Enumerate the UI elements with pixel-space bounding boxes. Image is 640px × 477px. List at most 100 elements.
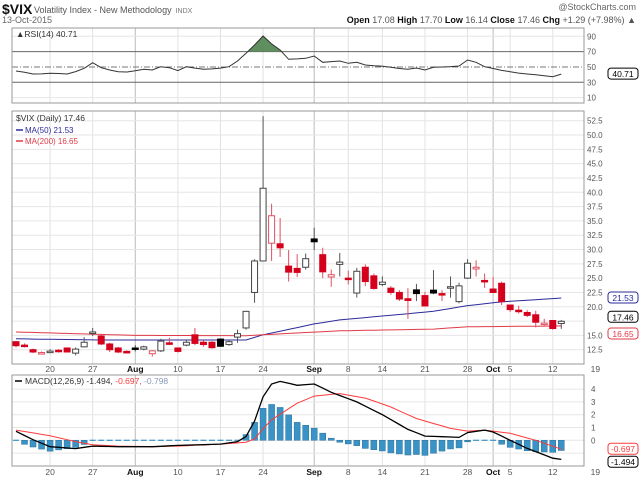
candle [549, 319, 557, 330]
candle [234, 329, 242, 343]
candle [97, 334, 105, 346]
candle [515, 305, 523, 314]
candle-body [395, 291, 403, 300]
candle-body [285, 265, 293, 273]
price-y-tick-label: 12.5 [587, 346, 603, 355]
candle-body [344, 277, 352, 281]
candle [225, 339, 233, 346]
candle-body [412, 289, 420, 295]
candle [455, 282, 463, 304]
candle [251, 259, 259, 303]
x-tick-label-middle: 5 [508, 364, 513, 374]
candle-body [387, 287, 395, 293]
macd-histogram-bar [532, 440, 539, 452]
candle-body [72, 348, 80, 354]
symbol: $VIX [2, 1, 33, 17]
x-tick-label-bottom: 5 [508, 467, 513, 477]
x-tick-label-bottom: 20 [45, 467, 55, 477]
price-y-tick-label: 52.5 [587, 117, 603, 126]
macd-histogram-bar [293, 422, 301, 441]
macd-legend: MACD(12,26,9) -1.494, -0.697, -0.798 [25, 376, 168, 386]
candle [498, 281, 506, 306]
candle [327, 269, 335, 287]
price-y-tick-label: 25.0 [587, 274, 603, 283]
price-y-tick-label: 27.5 [587, 260, 603, 269]
x-tick-label-bottom: Oct [486, 467, 500, 477]
price-last-value: 17.46 [612, 312, 634, 322]
x-tick-label-middle: 27 [88, 364, 98, 374]
x-tick-label-bottom: 28 [463, 467, 473, 477]
rsi-y-tick-label: 90 [587, 32, 596, 41]
price-last-value-box [607, 310, 639, 323]
macd-histogram-bar [302, 425, 309, 441]
candle-body [131, 347, 139, 350]
candle-body [361, 266, 369, 283]
macd-histogram-bar [523, 440, 531, 451]
candle [489, 276, 497, 294]
candle-body [29, 349, 37, 353]
candle-body [310, 238, 318, 243]
candle-body [293, 267, 301, 273]
candle [191, 327, 199, 346]
candle [148, 350, 156, 357]
candle-body [378, 281, 386, 285]
macd-histogram-bar [421, 440, 429, 456]
candle [21, 343, 29, 348]
rsi-last-value-box [607, 67, 639, 80]
candle-body [540, 322, 548, 326]
macd-legend-name: MACD(12,26,9) -1.494, [25, 376, 115, 386]
candle-body [97, 335, 105, 345]
macd-line [15, 380, 562, 461]
macd-histogram-bar [72, 440, 79, 448]
candle [29, 348, 37, 354]
price-frame [11, 110, 585, 365]
candle-body [523, 311, 531, 316]
candle [157, 338, 165, 352]
macd-y-tick-label: 3 [591, 398, 596, 407]
candle [80, 337, 88, 348]
candle [344, 270, 352, 285]
close-label: Close [490, 15, 515, 25]
candle [361, 264, 369, 287]
exchange: INDX [175, 8, 193, 15]
candle [285, 250, 293, 282]
macd-histogram-bar [345, 440, 352, 445]
macd-histogram-bar [362, 440, 369, 449]
up-arrow-icon: ▲ [627, 15, 636, 25]
open-label: Open [346, 15, 370, 25]
rsi-frame [11, 27, 585, 104]
ma50-last-value: 21.53 [612, 293, 634, 303]
price-y-tick-label: 30.0 [587, 246, 603, 255]
x-tick-label-middle: 24 [258, 364, 268, 374]
price-y-tick-label: 15.0 [587, 331, 603, 340]
candle [387, 286, 395, 295]
macd-legend-histogram: -0.798 [144, 376, 168, 386]
candle [114, 346, 122, 354]
chart-date: 13-Oct-2015 [2, 15, 53, 25]
candle [395, 290, 403, 302]
close-value: 17.46 [517, 15, 540, 25]
macd-histogram-bar [413, 440, 420, 455]
candle [89, 327, 97, 336]
macd-histogram-bar [430, 440, 437, 454]
price-y-tick-label: 22.5 [587, 288, 603, 297]
candle-body [89, 331, 97, 334]
candle-body [455, 285, 463, 303]
rsi-y-tick-label: 10 [587, 94, 596, 103]
candle-body [208, 341, 216, 349]
candle-body [464, 262, 472, 279]
candle-body [242, 310, 250, 329]
macd-histogram-bar [455, 440, 463, 449]
candle [182, 339, 190, 347]
candle [506, 304, 514, 312]
candle [276, 218, 284, 257]
macd-y-tick-label: 0 [591, 436, 596, 445]
candle-body [421, 295, 429, 307]
candle-body [353, 270, 361, 294]
candle-body [38, 352, 46, 355]
price-y-tick-label: 20.0 [587, 303, 603, 312]
macd-histogram-bar [558, 440, 565, 451]
ma50-legend: MA(50) 21.53 [25, 126, 74, 135]
macd-histogram-bar [285, 414, 292, 441]
